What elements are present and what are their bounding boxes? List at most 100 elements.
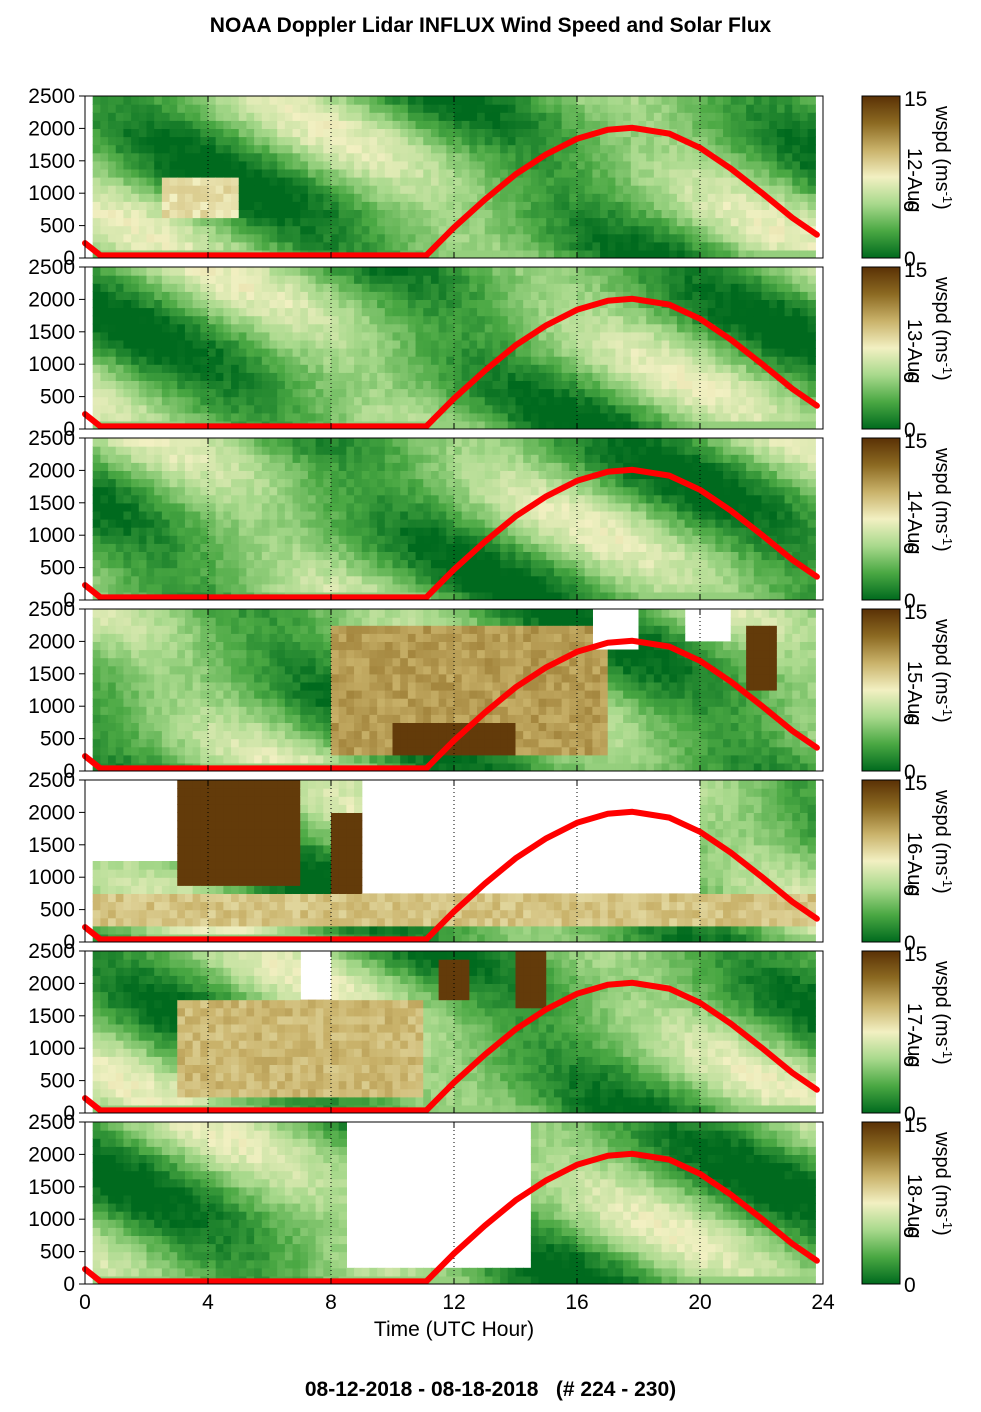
- y-tick-label: 1500: [28, 663, 75, 686]
- y-tick-label: 2000: [28, 117, 75, 140]
- colorbar-gradient: [861, 1121, 901, 1285]
- colorbar-label: wspd (ms-1): [931, 447, 956, 552]
- colorbar-tick-label: 15: [904, 430, 927, 453]
- panel-13-Aug: 0 500 1000 1500 2000 2500 0 15 6 wspd (ms-1) 13-Au…: [28, 256, 955, 442]
- x-tick-label: 12: [442, 1291, 465, 1314]
- day-label: 17-Aug: [903, 1003, 925, 1068]
- colorbar-label: wspd (ms-1): [931, 276, 956, 381]
- colorbar-tick-label: 6: [899, 371, 922, 383]
- colorbar-tick-label: 15: [904, 943, 927, 966]
- colorbar-gradient: [861, 608, 901, 772]
- y-tick-label: 2500: [28, 85, 75, 108]
- colorbar-tick-label: 0: [904, 761, 916, 784]
- y-tick-label: 500: [40, 215, 75, 238]
- colorbar-tick-label: 6: [899, 1055, 922, 1067]
- y-tick-label: 1000: [28, 1208, 75, 1231]
- day-label: 14-Aug: [903, 490, 925, 555]
- colorbar-tick-label: 6: [899, 1226, 922, 1238]
- panel-15-Aug: 0 500 1000 1500 2000 2500 0 15 6 wspd (ms-1) 15-Au…: [28, 598, 955, 784]
- heatmap-cells: [92, 951, 816, 1113]
- colorbar-tick-label: 0: [904, 248, 916, 271]
- y-tick-label: 1000: [28, 1037, 75, 1060]
- x-tick-label: 20: [688, 1291, 711, 1314]
- solar-flux-line: [82, 808, 820, 943]
- colorbar-tick-label: 6: [899, 713, 922, 725]
- y-tick-label: 500: [40, 1070, 75, 1093]
- panel-18-Aug: 0 500 1000 1500 2000 2500 0 15 6 wspd (ms-1) 18-Au…: [28, 1111, 955, 1297]
- y-tick-label: 1000: [28, 524, 75, 547]
- colorbar-tick-label: 15: [904, 1114, 927, 1137]
- y-tick-label: 500: [40, 557, 75, 580]
- chart-title: NOAA Doppler Lidar INFLUX Wind Speed and…: [209, 14, 772, 37]
- colorbar-tick-label: 0: [904, 1103, 916, 1126]
- y-tick-label: 2000: [28, 630, 75, 653]
- y-tick-label: 500: [40, 899, 75, 922]
- colorbar-gradient: [861, 266, 901, 430]
- y-tick-label: 1500: [28, 321, 75, 344]
- colorbar: 0 15 6 wspd (ms-1) 17-Aug: [861, 943, 956, 1126]
- y-tick-label: 0: [63, 247, 75, 270]
- solar-flux-line: [82, 295, 820, 430]
- colorbar-tick-label: 6: [899, 200, 922, 212]
- y-tick-label: 2000: [28, 459, 75, 482]
- y-tick-label: 2000: [28, 1143, 75, 1166]
- heatmap-cells: [92, 780, 816, 942]
- colorbar-tick-label: 15: [904, 601, 927, 624]
- y-tick-label: 0: [63, 1273, 75, 1296]
- x-tick-label: 0: [79, 1291, 91, 1314]
- heatmap-cells: [92, 267, 816, 429]
- y-tick-label: 2500: [28, 256, 75, 279]
- y-tick-label: 1000: [28, 182, 75, 205]
- colorbar: 0 15 6 wspd (ms-1) 13-Aug: [861, 259, 956, 442]
- y-tick-label: 1000: [28, 695, 75, 718]
- y-tick-label: 2500: [28, 598, 75, 621]
- y-tick-label: 1000: [28, 353, 75, 376]
- y-tick-label: 1500: [28, 1005, 75, 1028]
- colorbar-tick-label: 15: [904, 772, 927, 795]
- y-tick-label: 2500: [28, 427, 75, 450]
- y-tick-label: 2000: [28, 288, 75, 311]
- y-tick-label: 1500: [28, 834, 75, 857]
- day-label: 13-Aug: [903, 319, 925, 384]
- colorbar: 0 15 6 wspd (ms-1) 18-Aug: [861, 1114, 956, 1297]
- y-tick-label: 0: [63, 931, 75, 954]
- colorbar-label: wspd (ms-1): [931, 960, 956, 1065]
- colorbar-gradient: [861, 437, 901, 601]
- colorbar-tick-label: 15: [904, 88, 927, 111]
- y-tick-label: 0: [63, 760, 75, 783]
- colorbar-tick-label: 6: [899, 884, 922, 896]
- date-range-footer: 08-12-2018 - 08-18-2018 (# 224 - 230): [304, 1378, 677, 1401]
- day-label: 18-Aug: [903, 1174, 925, 1239]
- x-axis-label: Time (UTC Hour): [374, 1318, 534, 1341]
- colorbar-tick-label: 0: [904, 419, 916, 442]
- y-tick-label: 1500: [28, 1176, 75, 1199]
- y-tick-label: 2500: [28, 1111, 75, 1134]
- day-label: 16-Aug: [903, 832, 925, 897]
- y-tick-label: 0: [63, 1102, 75, 1125]
- solar-flux-line: [82, 979, 820, 1114]
- colorbar-label: wspd (ms-1): [931, 105, 956, 210]
- y-tick-label: 2000: [28, 801, 75, 824]
- x-tick-label: 16: [565, 1291, 588, 1314]
- panel-14-Aug: 0 500 1000 1500 2000 2500 0 15 6 wspd (ms-1) 14-Au…: [28, 427, 955, 613]
- y-tick-label: 0: [63, 418, 75, 441]
- colorbar-label: wspd (ms-1): [931, 1131, 956, 1236]
- colorbar-gradient: [861, 95, 901, 259]
- colorbar-gradient: [861, 950, 901, 1114]
- colorbar-gradient: [861, 779, 901, 943]
- heatmap-cells: [92, 1122, 816, 1284]
- colorbar-label: wspd (ms-1): [931, 618, 956, 723]
- y-tick-label: 2500: [28, 769, 75, 792]
- x-tick-label: 24: [811, 1291, 835, 1314]
- day-label: 12-Aug: [903, 148, 925, 213]
- day-label: 15-Aug: [903, 661, 925, 726]
- x-tick-label: 4: [202, 1291, 214, 1314]
- y-tick-label: 500: [40, 386, 75, 409]
- y-tick-label: 500: [40, 1241, 75, 1264]
- heatmap-cells: [92, 96, 816, 258]
- colorbar-label: wspd (ms-1): [931, 789, 956, 894]
- panel-16-Aug: 0 500 1000 1500 2000 2500 0 15 6 wspd (ms-1) 16-Au…: [28, 769, 955, 955]
- y-tick-label: 1000: [28, 866, 75, 889]
- y-tick-label: 0: [63, 589, 75, 612]
- colorbar-tick-label: 0: [904, 1274, 916, 1297]
